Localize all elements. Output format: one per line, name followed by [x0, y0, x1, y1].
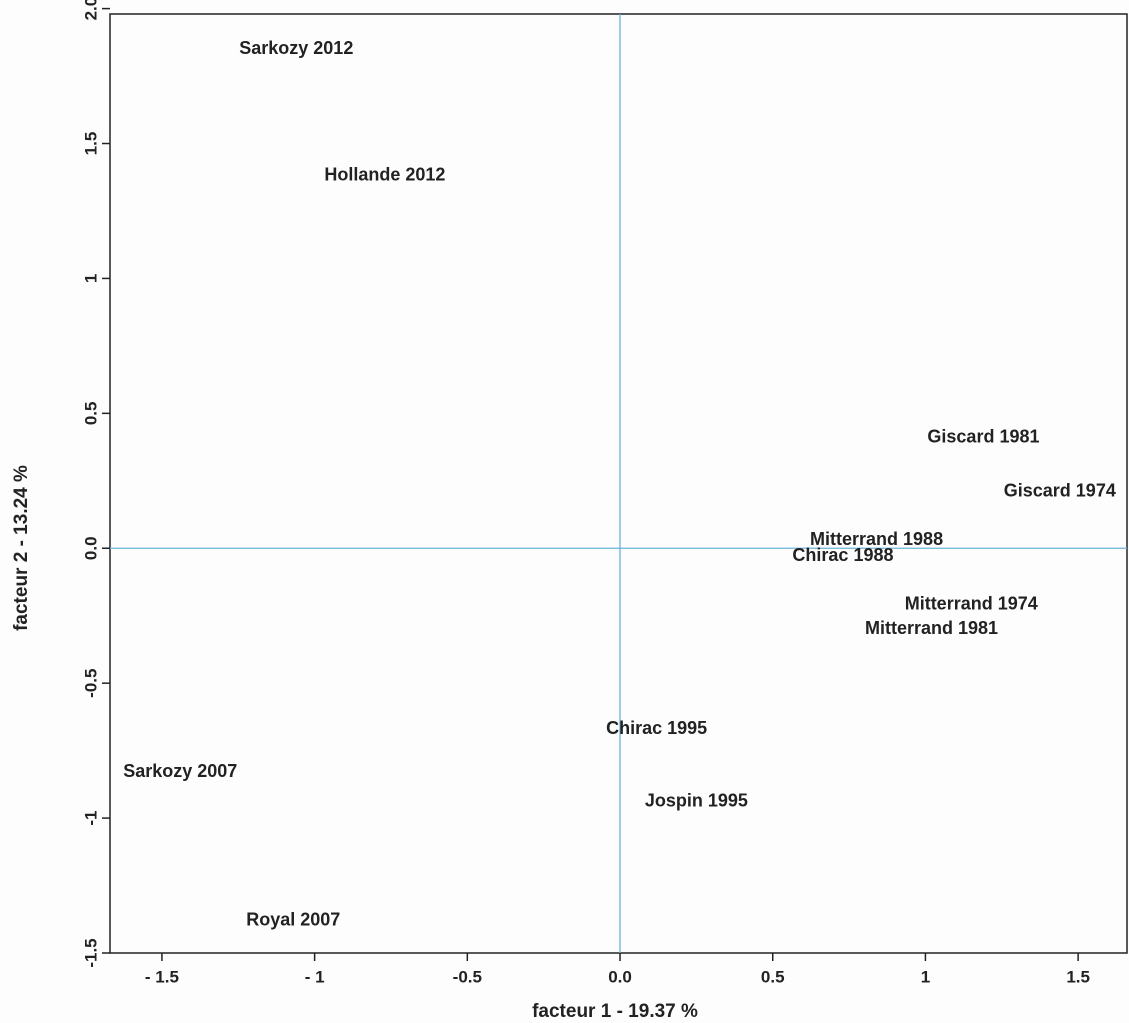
- point-label: Sarkozy 2012: [239, 38, 353, 58]
- x-tick-label: 0.5: [761, 967, 785, 986]
- point-label: Chirac 1995: [606, 718, 707, 738]
- point-label: Giscard 1974: [1004, 480, 1116, 500]
- x-tick-label: - 1.5: [145, 967, 179, 986]
- point-label: Chirac 1988: [792, 545, 893, 565]
- point-label: Hollande 2012: [324, 165, 445, 185]
- point-label: Mitterrand 1974: [905, 594, 1038, 614]
- y-axis-title: facteur 2 - 13.24 %: [11, 465, 32, 631]
- x-tick-label: 0.0: [608, 967, 632, 986]
- point-label: Mitterrand 1981: [865, 618, 998, 638]
- y-tick-label: 0.0: [81, 536, 100, 560]
- y-tick-label: 2.0: [81, 0, 100, 20]
- y-tick-label: -0.5: [81, 669, 100, 698]
- point-label: Jospin 1995: [645, 791, 748, 811]
- point-label: Giscard 1981: [927, 426, 1039, 446]
- y-tick-label: 1: [81, 274, 100, 283]
- x-tick-label: 1.5: [1066, 967, 1090, 986]
- x-axis-title: facteur 1 - 19.37 %: [532, 1001, 698, 1022]
- y-tick-label: -1: [81, 811, 100, 826]
- y-tick-label: -1.5: [81, 938, 100, 967]
- point-label: Sarkozy 2007: [123, 761, 237, 781]
- point-label: Royal 2007: [246, 909, 340, 929]
- x-tick-label: -0.5: [453, 967, 482, 986]
- plot-frame: [109, 13, 1128, 954]
- y-tick-label: 1.5: [81, 132, 100, 156]
- x-tick-label: 1: [921, 967, 930, 986]
- x-tick-label: - 1: [305, 967, 325, 986]
- point-label: Mitterrand 1988: [810, 529, 943, 549]
- y-tick-label: 0.5: [81, 402, 100, 426]
